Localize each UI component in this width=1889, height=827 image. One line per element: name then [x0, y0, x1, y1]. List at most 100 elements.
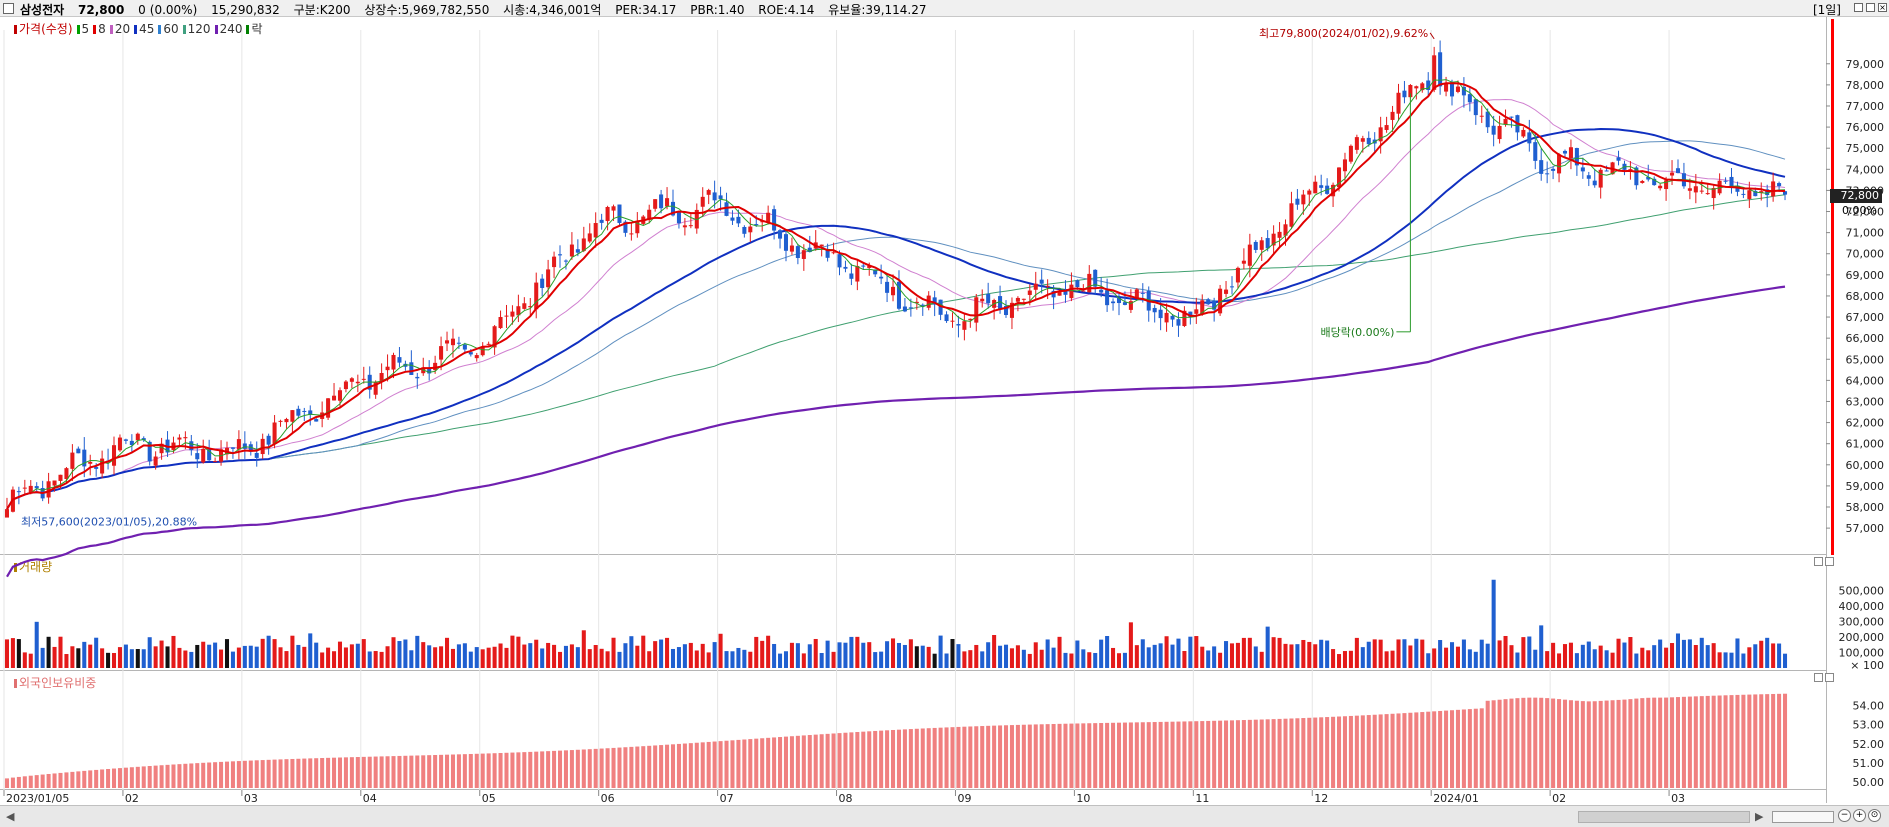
- volume-bar: [718, 633, 723, 668]
- foreign-bar: [70, 771, 75, 788]
- volume-bar: [1729, 652, 1734, 668]
- volume-bar: [34, 621, 39, 668]
- foreign-bar: [343, 757, 348, 788]
- pane-close-icon[interactable]: [1825, 557, 1834, 566]
- pane-maximize-icon[interactable]: [1814, 673, 1823, 682]
- candle-body: [129, 440, 134, 446]
- period-selector[interactable]: [1일]: [1812, 3, 1841, 17]
- foreign-pane-controls[interactable]: [1812, 673, 1834, 684]
- candle-body: [688, 225, 693, 227]
- legend-item[interactable]: 60: [158, 22, 179, 36]
- volume-bar: [783, 651, 789, 668]
- volume-bar: [522, 644, 527, 668]
- stock-chart[interactable]: 79,00078,00077,00076,00075,00074,00073,0…: [0, 0, 1889, 805]
- foreign-bar: [1099, 723, 1104, 788]
- scroll-left-icon[interactable]: ◀: [6, 810, 15, 823]
- volume-bar: [861, 642, 866, 668]
- volume-bar: [1747, 647, 1752, 668]
- foreign-bar: [474, 753, 479, 788]
- candle-body: [534, 282, 539, 310]
- candle-body: [546, 269, 551, 288]
- price-pane[interactable]: 가격(수정) 5 8 20 45 60 120 240 락: [0, 17, 1826, 555]
- legend-item[interactable]: 8: [93, 22, 106, 36]
- foreign-bar: [659, 745, 664, 788]
- restore-icon[interactable]: [1866, 3, 1875, 12]
- foreign-bar: [1592, 701, 1597, 788]
- candle-body: [1449, 82, 1455, 97]
- minimize-icon[interactable]: [1854, 3, 1863, 12]
- candle-body: [873, 269, 878, 275]
- foreign-bar: [1295, 718, 1300, 788]
- candle-body: [1438, 52, 1443, 87]
- foreign-bar: [1259, 719, 1264, 788]
- candle-body: [28, 485, 33, 493]
- pane-maximize-icon[interactable]: [1814, 557, 1823, 566]
- volume-bar: [1664, 647, 1669, 668]
- volume-bar: [563, 645, 568, 668]
- volume-bar: [100, 648, 105, 668]
- legend-item[interactable]: 120: [182, 22, 211, 36]
- foreign-bar: [361, 756, 366, 788]
- legend-item[interactable]: 240: [214, 22, 242, 36]
- candle-body: [123, 439, 128, 441]
- foreign-bar: [807, 735, 812, 788]
- legend-item[interactable]: 5: [76, 22, 89, 36]
- volume-bar: [308, 633, 313, 668]
- price-tick-label: 79,000: [1846, 58, 1885, 71]
- candle-body: [1497, 125, 1502, 140]
- x-tick-label: 08: [839, 792, 853, 805]
- scroll-thumb[interactable]: [1578, 811, 1750, 823]
- zoom-reset-icon[interactable]: ⊙: [1868, 809, 1881, 822]
- foreign-bar: [213, 762, 218, 788]
- volume-bar: [1658, 639, 1663, 668]
- volume-bar: [22, 652, 27, 668]
- candle-body: [135, 433, 140, 441]
- volume-bar: [510, 635, 515, 668]
- volume-bar: [1325, 640, 1330, 668]
- legend-item[interactable]: 20: [109, 22, 130, 36]
- ma-path: [6, 82, 1786, 510]
- ma-path: [6, 194, 1786, 510]
- zoom-in-icon[interactable]: +: [1853, 809, 1866, 822]
- foreign-bar: [421, 755, 426, 788]
- volume-bar: [748, 651, 753, 668]
- scroll-right-icon[interactable]: ▶: [1755, 810, 1764, 823]
- volume-bar: [760, 640, 765, 668]
- candle-body: [415, 376, 420, 379]
- legend-item[interactable]: 락: [246, 22, 263, 36]
- foreign-bar: [254, 760, 259, 788]
- volume-bar: [1289, 644, 1294, 668]
- zoom-out-icon[interactable]: −: [1838, 809, 1851, 822]
- price-axis-marker: [1831, 19, 1834, 555]
- volume-pane[interactable]: 거래량: [0, 555, 1826, 671]
- volume-bar: [1408, 645, 1413, 668]
- foreign-bar: [445, 754, 450, 788]
- volume-bar: [314, 642, 319, 668]
- select-checkbox[interactable]: [3, 3, 14, 14]
- candle-body: [1057, 290, 1062, 296]
- close-icon[interactable]: ×: [1878, 3, 1887, 12]
- foreign-bar: [504, 752, 509, 788]
- price-tick-label: 78,000: [1846, 79, 1885, 92]
- volume-bar: [754, 636, 759, 668]
- volume-bar: [1717, 652, 1722, 668]
- foreign-bar: [1675, 697, 1681, 788]
- foreign-bar: [367, 756, 372, 788]
- legend-item[interactable]: 가격(수정): [14, 22, 73, 36]
- legend-item[interactable]: 45: [134, 22, 154, 36]
- foreign-bar: [1033, 724, 1038, 788]
- zoom-slider[interactable]: [1772, 811, 1834, 823]
- foreign-pane[interactable]: 외국인보유비중: [0, 671, 1826, 790]
- candle-body: [861, 265, 866, 267]
- price-tick-label: 61,000: [1846, 438, 1885, 451]
- volume-pane-controls[interactable]: [1812, 557, 1834, 568]
- time-scrollbar[interactable]: ◀ ▶ − + ⊙: [0, 805, 1889, 827]
- foreign-bar: [462, 754, 467, 788]
- foreign-bar: [34, 775, 39, 788]
- foreign-bar: [1194, 721, 1199, 788]
- candle-body: [920, 304, 925, 306]
- foreign-bar: [28, 775, 33, 788]
- pane-close-icon[interactable]: [1825, 673, 1834, 682]
- volume-bar: [1003, 644, 1009, 668]
- volume-bar: [950, 639, 955, 668]
